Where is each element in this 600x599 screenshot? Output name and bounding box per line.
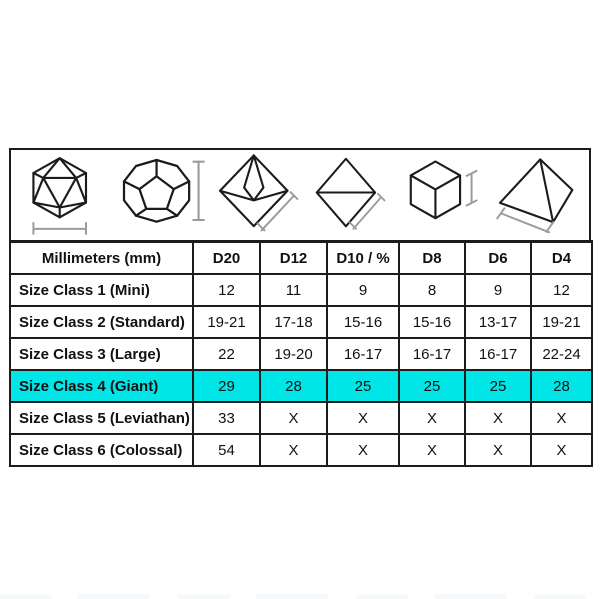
size-value-cell: 25 <box>464 369 532 403</box>
size-value-cell: X <box>259 433 328 467</box>
header-cell-d10: D10 / % <box>326 240 400 275</box>
size-value-cell: 17-18 <box>259 305 328 339</box>
size-value-cell: X <box>530 401 593 435</box>
row-label: Size Class 3 (Large) <box>9 337 194 371</box>
row-label: Size Class 1 (Mini) <box>9 273 194 307</box>
d20-die-icon <box>32 157 87 235</box>
dice-icons-row <box>9 148 591 240</box>
d6-die-icon <box>409 160 478 220</box>
size-value-cell: X <box>464 401 532 435</box>
row-label: Size Class 5 (Leviathan) <box>9 401 194 435</box>
dice-size-table: Millimeters (mm) D20 D12 D10 / % D8 D6 D4 Size… <box>9 240 593 467</box>
row-label: Size Class 2 (Standard) <box>9 305 194 339</box>
size-value-cell: 33 <box>192 401 261 435</box>
size-value-cell: 16-17 <box>464 337 532 371</box>
row-label: Size Class 4 (Giant) <box>9 369 194 403</box>
size-value-cell: 15-16 <box>398 305 466 339</box>
size-value-cell: 12 <box>530 273 593 307</box>
d12-die-icon <box>123 158 205 223</box>
size-value-cell: 11 <box>259 273 328 307</box>
size-value-cell: X <box>398 401 466 435</box>
size-value-cell: 13-17 <box>464 305 532 339</box>
size-value-cell: X <box>398 433 466 467</box>
dice-size-chart-panel: Millimeters (mm) D20 D12 D10 / % D8 D6 D4 Size… <box>9 148 593 467</box>
size-class-row: Size Class 2 (Standard) 19-21 17-18 15-16 15… <box>9 305 593 339</box>
size-value-cell: 16-17 <box>398 337 466 371</box>
size-value-cell: 28 <box>530 369 593 403</box>
size-value-cell: X <box>464 433 532 467</box>
size-value-cell: 15-16 <box>326 305 400 339</box>
header-cell-d20: D20 <box>192 240 261 275</box>
size-value-cell: 25 <box>326 369 400 403</box>
size-value-cell: 29 <box>192 369 261 403</box>
size-value-cell: X <box>326 401 400 435</box>
size-value-cell: 9 <box>464 273 532 307</box>
size-class-row: Size Class 5 (Leviathan) 33 X X X X X <box>9 401 593 435</box>
size-class-row: Size Class 4 (Giant) 29 28 25 25 25 28 <box>9 369 593 403</box>
size-value-cell: 9 <box>326 273 400 307</box>
size-value-cell: 54 <box>192 433 261 467</box>
header-cell-d8: D8 <box>398 240 466 275</box>
size-value-cell: X <box>259 401 328 435</box>
size-value-cell: 19-21 <box>192 305 261 339</box>
size-class-row: Size Class 3 (Large) 22 19-20 16-17 16-17 16-… <box>9 337 593 371</box>
size-value-cell: 19-21 <box>530 305 593 339</box>
table-header-row: Millimeters (mm) D20 D12 D10 / % D8 D6 D4 <box>9 240 593 275</box>
size-value-cell: 12 <box>192 273 261 307</box>
size-value-cell: 28 <box>259 369 328 403</box>
size-class-row: Size Class 1 (Mini) 12 11 9 8 9 12 <box>9 273 593 307</box>
header-cell-millimeters: Millimeters (mm) <box>9 240 194 275</box>
row-label: Size Class 6 (Colossal) <box>9 433 194 467</box>
d4-die-icon <box>496 158 574 234</box>
d8-die-icon <box>315 157 386 231</box>
size-value-cell: 16-17 <box>326 337 400 371</box>
size-class-row: Size Class 6 (Colossal) 54 X X X X X <box>9 433 593 467</box>
size-value-cell: 22-24 <box>530 337 593 371</box>
header-cell-d6: D6 <box>464 240 532 275</box>
size-value-cell: 8 <box>398 273 466 307</box>
size-value-cell: 25 <box>398 369 466 403</box>
size-value-cell: 22 <box>192 337 261 371</box>
size-value-cell: X <box>326 433 400 467</box>
header-cell-d12: D12 <box>259 240 328 275</box>
d10-die-icon <box>219 154 299 232</box>
cropped-bottom-artifact <box>0 594 600 599</box>
size-value-cell: X <box>530 433 593 467</box>
size-value-cell: 19-20 <box>259 337 328 371</box>
header-cell-d4: D4 <box>530 240 593 275</box>
